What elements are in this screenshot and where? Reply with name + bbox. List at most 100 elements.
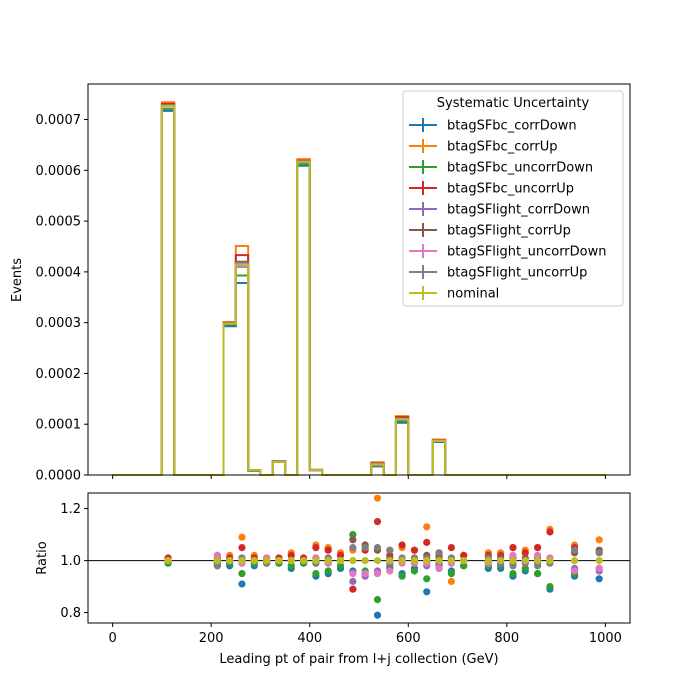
ratio-point-nominal: [509, 557, 517, 565]
ratio-point-nominal: [226, 557, 234, 565]
ratio-point-nominal: [460, 557, 468, 565]
histogram-y-tick-label: 0.0003: [36, 316, 82, 331]
ratio-point-btagSFbc_corrUp: [238, 533, 246, 541]
ratio-point-nominal: [521, 557, 529, 565]
ratio-x-tick-label: 600: [396, 631, 421, 646]
ratio-point-nominal: [238, 557, 246, 565]
ratio-point-btagSFbc_corrDown: [595, 575, 603, 583]
ratio-point-nominal: [213, 557, 221, 565]
legend-label: btagSFlight_uncorrUp: [447, 266, 587, 281]
legend-label: btagSFbc_corrUp: [447, 140, 558, 155]
ratio-point-nominal: [349, 557, 357, 565]
ratio-x-axis-label: Leading pt of pair from l+j collection (…: [219, 652, 498, 667]
ratio-point-btagSFlight_uncorrDown: [534, 551, 542, 560]
ratio-point-btagSFlight_uncorrUp: [435, 549, 443, 557]
legend-box: [402, 90, 624, 307]
ratio-x-tick-label: 200: [199, 631, 224, 646]
ratio-point-btagSFlight_corrDown: [349, 577, 357, 586]
ratio-point-btagSFbc_uncorrUp: [349, 585, 357, 593]
ratio-point-btagSFlight_uncorrDown: [213, 551, 221, 560]
ratio-point-btagSFbc_uncorrDown: [287, 562, 295, 570]
ratio-point-btagSFbc_corrUp: [595, 536, 603, 544]
ratio-point-btagSFbc_uncorrDown: [460, 562, 468, 570]
ratio-x-tick-label: 800: [494, 631, 519, 646]
ratio-point-btagSFbc_uncorrUp: [509, 544, 517, 552]
legend-item-btagSFbc_uncorrUp: btagSFbc_uncorrUp: [409, 181, 574, 197]
ratio-point-btagSFlight_uncorrDown: [386, 567, 394, 575]
ratio-point-btagSFbc_uncorrUp: [398, 541, 406, 549]
ratio-point-btagSFlight_uncorrUp: [386, 546, 394, 554]
ratio-point-btagSFlight_uncorrDown: [361, 570, 369, 578]
legend-label: btagSFlight_corrDown: [447, 203, 590, 218]
legend-label: btagSFlight_corrUp: [447, 224, 571, 239]
ratio-point-btagSFbc_uncorrDown: [423, 575, 431, 583]
ratio-point-btagSFbc_uncorrDown: [410, 567, 419, 575]
ratio-point-btagSFbc_uncorrUp: [534, 544, 542, 552]
ratio-point-btagSFlight_uncorrDown: [570, 567, 579, 575]
histogram-axes-frame: [87, 83, 631, 476]
ratio-point-btagSFlight_uncorrUp: [534, 562, 542, 570]
ratio-point-nominal: [336, 557, 345, 565]
ratio-point-nominal: [324, 557, 332, 565]
ratio-point-btagSFbc_uncorrUp: [373, 518, 382, 526]
ratio-point-btagSFbc_uncorrUp: [324, 546, 332, 554]
ratio-point-btagSFbc_uncorrUp: [460, 551, 468, 560]
ratio-point-btagSFbc_uncorrUp: [546, 528, 554, 536]
ratio-point-btagSFlight_uncorrDown: [595, 564, 603, 573]
legend-label: btagSFlight_uncorrDown: [447, 245, 607, 260]
legend: Systematic Uncertainty btagSFbc_corrDown…: [402, 90, 624, 307]
ratio-point-nominal: [164, 557, 172, 565]
ratio-point-btagSFlight_uncorrUp: [595, 549, 603, 557]
ratio-axes-frame: [87, 492, 631, 624]
ratio-point-btagSFbc_uncorrUp: [447, 544, 455, 552]
legend-item-btagSFlight_corrUp: btagSFlight_corrUp: [409, 223, 571, 239]
ratio-point-btagSFbc_uncorrDown: [373, 596, 382, 604]
ratio-point-btagSFbc_uncorrUp: [521, 549, 529, 557]
ratio-point-btagSFlight_uncorrUp: [509, 562, 517, 570]
histogram-y-tick-label: 0.0006: [36, 164, 82, 179]
ratio-point-nominal: [386, 557, 394, 565]
ratio-point-nominal: [423, 557, 431, 565]
ratio-point-btagSFbc_uncorrUp: [287, 551, 295, 560]
legend-title: Systematic Uncertainty: [437, 96, 590, 111]
ratio-point-btagSFlight_uncorrUp: [373, 544, 382, 552]
ratio-point-nominal: [447, 557, 455, 565]
ratio-point-btagSFlight_uncorrUp: [349, 544, 357, 552]
ratio-point-nominal: [497, 557, 505, 565]
ratio-point-btagSFbc_uncorrDown: [521, 564, 529, 573]
ratio-points-group: [164, 494, 603, 619]
legend-item-btagSFbc_corrUp: btagSFbc_corrUp: [409, 139, 558, 155]
legend-item-btagSFbc_corrDown: btagSFbc_corrDown: [409, 118, 577, 134]
ratio-point-btagSFlight_uncorrDown: [509, 551, 517, 560]
ratio-point-nominal: [275, 557, 283, 565]
histogram-y-axis-label: Events: [10, 258, 25, 302]
ratio-panel: 0.8 1.0 1.2 0 200 400 600 800 1000 Ratio Leadin…: [35, 492, 631, 667]
ratio-point-nominal: [534, 557, 542, 565]
legend-label: btagSFbc_corrDown: [447, 119, 577, 134]
legend-label: nominal: [447, 287, 499, 302]
histogram-panel: 0.0000 0.0001 0.0002 0.0003 0.0004 0.0005 0.00…: [10, 83, 631, 484]
ratio-point-nominal: [263, 557, 271, 565]
ratio-y-axis-label: Ratio: [35, 541, 50, 574]
ratio-point-btagSFbc_corrDown: [238, 580, 246, 588]
ratio-point-btagSFbc_corrUp: [447, 577, 455, 586]
legend-label: btagSFbc_uncorrDown: [447, 161, 593, 176]
ratio-x-ticks: 0 200 400 600 800 1000: [108, 623, 622, 646]
ratio-point-btagSFbc_corrUp: [373, 494, 382, 502]
ratio-y-ticks: 0.8 1.0 1.2: [60, 502, 88, 621]
ratio-point-nominal: [250, 557, 258, 565]
ratio-point-nominal: [570, 557, 579, 565]
ratio-point-btagSFbc_uncorrDown: [398, 572, 406, 580]
ratio-point-btagSFbc_uncorrUp: [312, 544, 320, 552]
ratio-point-btagSFlight_uncorrDown: [373, 570, 382, 578]
ratio-point-btagSFlight_uncorrDown: [349, 570, 357, 578]
legend-items: btagSFbc_corrDown btagSFbc_corrUp btagSFbc…: [409, 118, 607, 302]
ratio-point-nominal: [299, 557, 308, 565]
ratio-point-nominal: [287, 557, 295, 565]
ratio-point-btagSFbc_uncorrDown: [312, 570, 320, 578]
ratio-point-nominal: [595, 557, 603, 565]
ratio-point-btagSFbc_corrDown: [373, 611, 382, 619]
ratio-point-nominal: [398, 557, 406, 565]
histogram-y-ticks: 0.0000 0.0001 0.0002 0.0003 0.0004 0.0005 0.00…: [36, 113, 88, 484]
legend-item-btagSFlight_uncorrDown: btagSFlight_uncorrDown: [409, 244, 607, 260]
